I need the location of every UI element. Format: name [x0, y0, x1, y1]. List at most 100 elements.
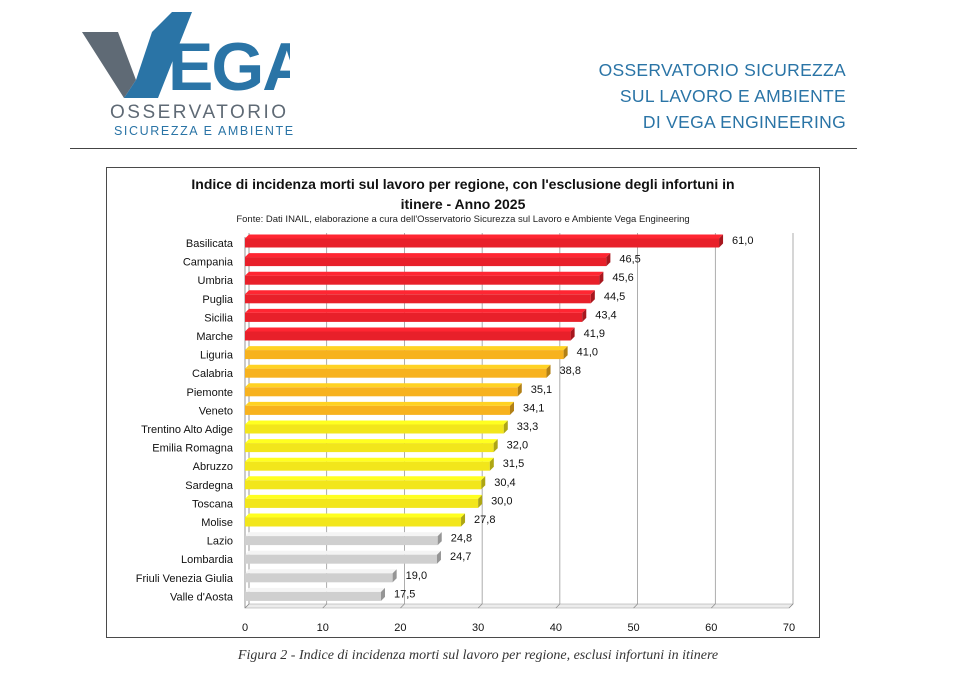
bar-front-face	[245, 331, 571, 341]
value-label: 38,8	[560, 365, 581, 377]
value-label: 30,0	[491, 495, 512, 507]
logo-safety-text: SICUREZZA E AMBIENTE	[114, 124, 295, 138]
bar-end-face	[503, 420, 508, 434]
logo-v-gray-stroke	[82, 32, 136, 98]
x-tick-label: 10	[317, 622, 329, 634]
x-tick-label: 70	[783, 622, 795, 634]
bar-top-face	[245, 476, 486, 481]
value-label: 17,5	[394, 588, 415, 600]
bar-front-face	[245, 350, 564, 360]
bar	[245, 308, 587, 322]
bar-end-face	[570, 327, 575, 341]
x-tick-label: 60	[705, 622, 717, 634]
bar	[245, 587, 385, 601]
header-divider	[70, 148, 857, 149]
category-label: Abruzzo	[193, 461, 233, 473]
bar-front-face	[245, 443, 494, 453]
x-gridline-foot	[477, 603, 483, 609]
org-line-2: SUL LAVORO E AMBIENTE	[619, 86, 846, 106]
value-label: 31,5	[503, 458, 524, 470]
bar	[245, 569, 397, 583]
category-label: Marche	[196, 331, 233, 343]
bar-front-face	[245, 554, 437, 564]
bar-top-face	[245, 271, 604, 276]
bar-top-face	[245, 587, 385, 592]
x-gridline-foot	[711, 603, 716, 609]
bar-top-face	[245, 513, 466, 518]
chart-title-line-1: Indice di incidenza morti sul lavoro per…	[191, 176, 735, 192]
bar-end-face	[599, 271, 604, 285]
chart-title-line-2: itinere - Anno 2025	[400, 196, 526, 212]
bar-end-face	[437, 532, 442, 546]
bar-top-face	[245, 569, 397, 574]
value-label: 46,5	[619, 254, 640, 266]
bar-end-face	[436, 550, 441, 564]
category-label: Trentino Alto Adige	[141, 424, 233, 436]
organization-name: OSSERVATORIO SICUREZZA SUL LAVORO E AMBI…	[599, 57, 846, 135]
category-label: Puglia	[202, 294, 233, 306]
bar-end-face	[517, 383, 522, 397]
value-label: 24,7	[450, 551, 471, 563]
org-line-3: DI VEGA ENGINEERING	[642, 112, 846, 132]
x-tick-label: 30	[472, 622, 484, 634]
bar-front-face	[245, 368, 547, 378]
bar-end-face	[582, 308, 587, 322]
bar-front-face	[245, 573, 393, 583]
bar-top-face	[245, 364, 551, 369]
bar-top-face	[245, 253, 611, 258]
value-label: 19,0	[406, 570, 427, 582]
figure-caption: Figura 2 - Indice di incidenza morti sul…	[237, 648, 719, 663]
chart-title: Indice di incidenza morti sul lavoro per…	[106, 174, 820, 214]
logo-v-blue-stroke	[124, 12, 192, 98]
category-label: Molise	[201, 517, 233, 529]
bar-end-face	[489, 457, 494, 471]
bar-end-face	[546, 364, 551, 378]
x-gridline-foot	[788, 603, 794, 609]
value-label: 30,4	[494, 477, 515, 489]
value-label: 45,6	[612, 272, 633, 284]
bar-end-face	[381, 587, 385, 601]
logo-word-ega: EGA	[168, 29, 290, 102]
bar-top-face	[245, 308, 587, 313]
bar-end-face	[510, 401, 515, 415]
value-label: 43,4	[595, 309, 616, 321]
vega-logo: EGA OSSERVATORIO SICUREZZA E AMBIENTE	[80, 10, 293, 138]
bar	[245, 401, 515, 415]
bar-front-face	[245, 517, 462, 527]
bar-front-face	[245, 312, 583, 322]
value-label: 61,0	[732, 235, 753, 247]
x-tick-label: 0	[242, 622, 248, 634]
bar-top-face	[245, 234, 724, 239]
chart-floor	[244, 603, 794, 609]
category-label: Liguria	[200, 350, 234, 362]
value-label: 35,1	[531, 384, 552, 396]
category-label: Friuli Venezia Giulia	[136, 573, 234, 585]
bar-end-face	[563, 346, 568, 360]
bar-front-face	[245, 275, 600, 285]
bar-top-face	[245, 420, 508, 425]
bar	[245, 550, 441, 564]
bar-front-face	[245, 294, 591, 304]
bar	[245, 364, 551, 378]
bar-top-face	[245, 439, 498, 444]
category-label: Calabria	[192, 368, 234, 380]
x-gridline-foot	[400, 603, 405, 609]
bar-end-face	[719, 234, 724, 248]
bar-front-face	[245, 405, 511, 415]
category-label: Valle d'Aosta	[170, 591, 234, 603]
x-gridline-foot	[555, 603, 561, 609]
category-label: Umbria	[198, 275, 234, 287]
bar-top-face	[245, 550, 441, 555]
value-label: 33,3	[517, 421, 538, 433]
bar-end-face	[590, 290, 595, 304]
category-label: Lombardia	[181, 554, 234, 566]
x-gridline-foot	[244, 603, 250, 609]
category-label: Campania	[183, 257, 234, 269]
bar	[245, 476, 486, 490]
value-label: 32,0	[507, 440, 528, 452]
bar	[245, 420, 508, 434]
chart-source: Fonte: Dati INAIL, elaborazione a cura d…	[236, 214, 690, 225]
x-tick-label: 40	[550, 622, 562, 634]
bar-end-face	[392, 569, 397, 583]
